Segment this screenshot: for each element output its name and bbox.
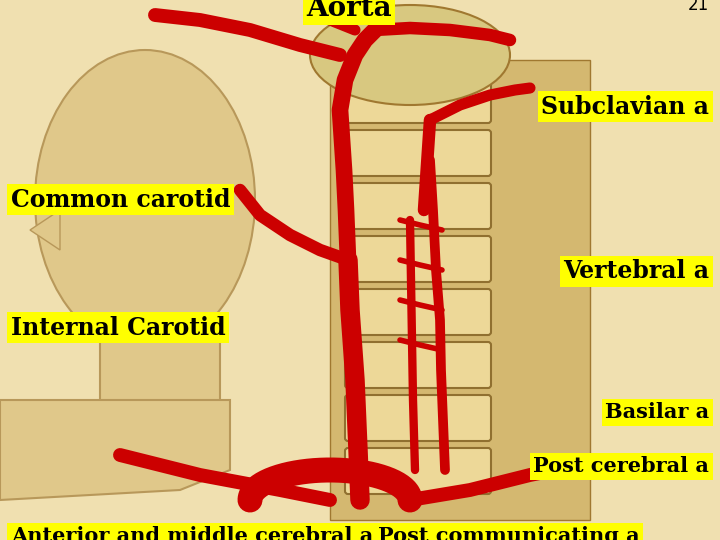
- Polygon shape: [30, 210, 60, 250]
- Bar: [100, 340, 220, 470]
- FancyBboxPatch shape: [345, 289, 491, 335]
- Text: 21: 21: [688, 0, 709, 14]
- Text: Vertebral a: Vertebral a: [563, 259, 709, 283]
- Text: Post communicating a: Post communicating a: [378, 526, 639, 540]
- Ellipse shape: [35, 50, 255, 350]
- Text: Internal Carotid: Internal Carotid: [11, 316, 225, 340]
- FancyBboxPatch shape: [345, 236, 491, 282]
- Text: Anterior and middle cerebral a’s: Anterior and middle cerebral a’s: [11, 526, 392, 540]
- Text: Subclavian a: Subclavian a: [541, 94, 709, 118]
- FancyBboxPatch shape: [345, 342, 491, 388]
- Text: Post cerebral a: Post cerebral a: [534, 456, 709, 476]
- Text: Common carotid: Common carotid: [11, 188, 230, 212]
- Polygon shape: [0, 400, 230, 500]
- FancyBboxPatch shape: [345, 130, 491, 176]
- FancyBboxPatch shape: [345, 448, 491, 494]
- FancyBboxPatch shape: [345, 183, 491, 229]
- FancyBboxPatch shape: [345, 77, 491, 123]
- Text: Aorta: Aorta: [307, 0, 392, 22]
- Bar: [330, 60, 590, 520]
- Text: Basilar a: Basilar a: [605, 402, 709, 422]
- FancyBboxPatch shape: [345, 395, 491, 441]
- Ellipse shape: [310, 5, 510, 105]
